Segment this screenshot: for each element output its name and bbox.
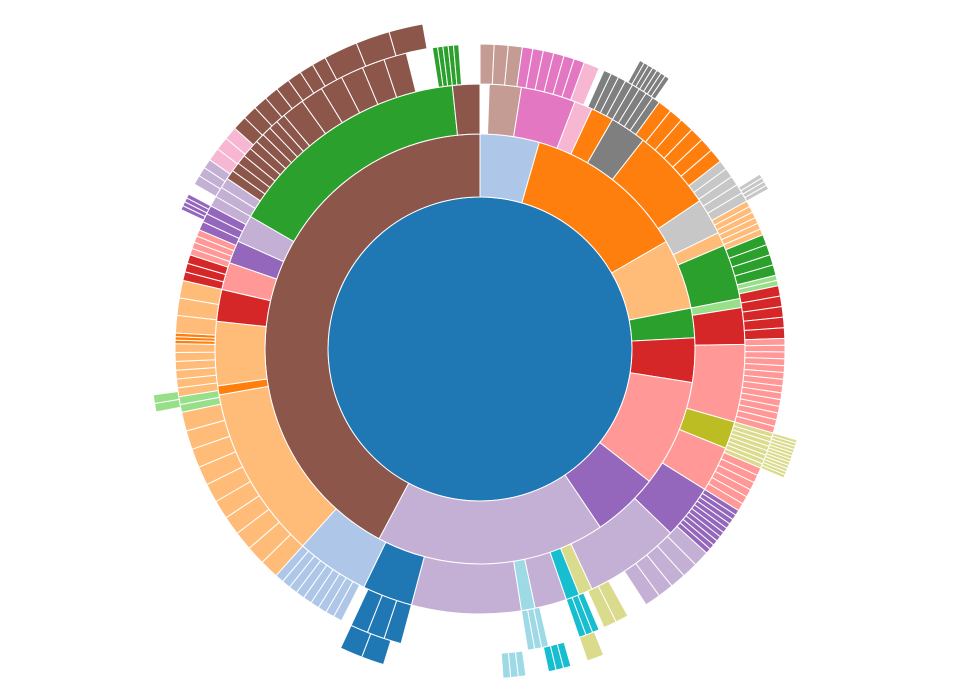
level2-segment-25[interactable]	[214, 320, 268, 387]
level3-segment-10-0[interactable]	[744, 337, 786, 347]
level3-segment-22-4[interactable]	[174, 351, 216, 362]
level3-segment-22-5[interactable]	[174, 343, 216, 354]
level4-segment-0-6[interactable]	[650, 75, 670, 100]
level3-segment-31-4[interactable]	[452, 44, 463, 86]
level3-segment-14-4[interactable]	[623, 562, 660, 606]
level4-segment-4-2[interactable]	[542, 645, 557, 673]
level3-segment-10-1[interactable]	[744, 344, 786, 353]
level3-segment-15-1[interactable]	[587, 585, 617, 629]
level4-segment-8-3[interactable]	[185, 193, 212, 211]
level3-segment-2[interactable]	[569, 61, 600, 106]
level4-segment-1-3[interactable]	[744, 184, 770, 202]
level2-segment-31[interactable]	[451, 83, 481, 136]
sunburst-root[interactable]	[327, 196, 633, 502]
level4-segment-6-1[interactable]	[339, 624, 372, 658]
level2-segment-20[interactable]	[410, 556, 523, 615]
level4-segment-3[interactable]	[578, 631, 605, 662]
level3-segment-17-2[interactable]	[520, 609, 536, 651]
level3-segment-0-0[interactable]	[479, 43, 495, 85]
level4-segment-5-2[interactable]	[500, 652, 512, 679]
level4-segment-7-1[interactable]	[152, 390, 180, 405]
level4-segment-12-2[interactable]	[388, 23, 428, 57]
level4-segment-2-11[interactable]	[760, 464, 786, 479]
